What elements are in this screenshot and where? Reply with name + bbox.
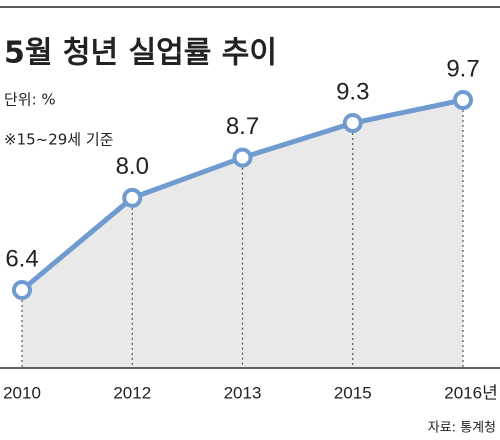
note: ※15~29세 기준: [4, 131, 114, 149]
source: 자료: 통계청: [428, 421, 496, 436]
point-marker: [12, 280, 32, 300]
value-label: 8.7: [226, 113, 259, 140]
value-label: 9.3: [336, 78, 369, 105]
value-label: 9.7: [446, 55, 479, 82]
x-tick-label: 2015: [334, 383, 372, 402]
x-tick-label: 2010: [3, 383, 41, 402]
value-label: 6.4: [5, 245, 38, 272]
x-tick-label: 2013: [224, 383, 262, 402]
x-tick-label: 2016년: [444, 383, 497, 402]
x-tick-label: 2012: [113, 383, 151, 402]
point-marker: [232, 147, 253, 168]
point-marker: [342, 113, 363, 134]
chart-title: 5월 청년 실업률 추이: [4, 36, 277, 71]
value-label: 8.0: [116, 153, 149, 180]
unit-note: 단위: %: [4, 91, 56, 109]
point-marker: [122, 187, 143, 208]
point-marker: [453, 90, 473, 110]
